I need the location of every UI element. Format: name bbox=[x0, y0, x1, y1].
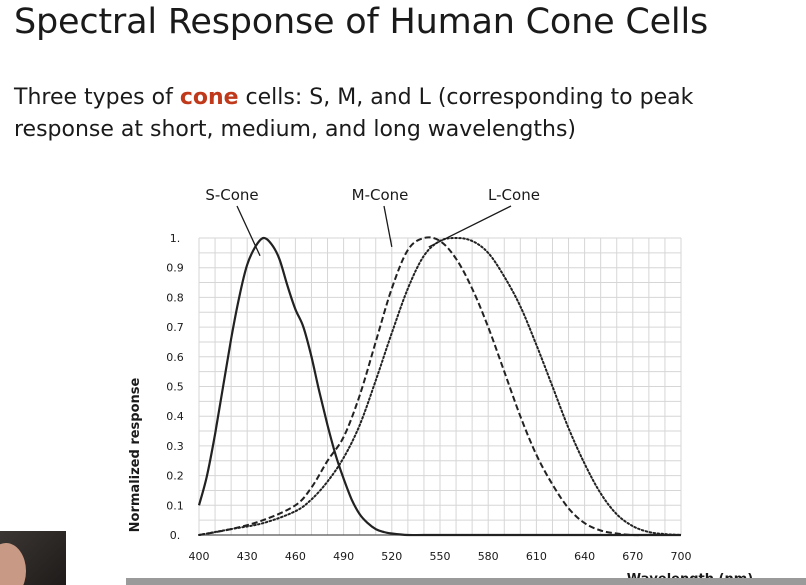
gridlines bbox=[198, 237, 682, 536]
video-progress-bar bbox=[126, 578, 806, 585]
curve-label-l-cone: L-Cone bbox=[488, 186, 540, 204]
s-cone-curve bbox=[197, 236, 681, 537]
slide-title: Spectral Response of Human Cone Cells bbox=[14, 2, 709, 42]
y-tick-label: 0.9 bbox=[166, 262, 184, 275]
l-cone-curve bbox=[198, 236, 682, 536]
y-tick-label: 0.6 bbox=[166, 351, 184, 364]
x-tick-label: 670 bbox=[622, 550, 643, 563]
y-tick-label: 0.5 bbox=[166, 381, 184, 394]
y-tick-label: 0.2 bbox=[166, 470, 184, 483]
y-tick-label: 0.4 bbox=[166, 410, 184, 423]
curve-label-leader-line bbox=[236, 205, 261, 257]
presenter-webcam-thumbnail bbox=[0, 531, 66, 585]
y-axis-ticks: 0. 0.1 0.2 0.3 0.4 0.5 0.6 0.7 0.8 0.9 1. bbox=[166, 232, 184, 542]
y-tick-label: 1. bbox=[170, 232, 181, 245]
x-tick-label: 580 bbox=[478, 550, 499, 563]
curve-label-s-cone: S-Cone bbox=[205, 186, 258, 204]
response-curves bbox=[197, 236, 682, 537]
y-tick-label: 0. bbox=[170, 529, 181, 542]
y-tick-label: 0.7 bbox=[166, 321, 184, 334]
y-tick-label: 0.8 bbox=[166, 291, 184, 304]
curve-label-leader-line bbox=[428, 205, 512, 248]
x-tick-label: 490 bbox=[333, 550, 354, 563]
y-tick-label: 0.1 bbox=[166, 499, 184, 512]
x-tick-label: 430 bbox=[237, 550, 258, 563]
x-tick-label: 520 bbox=[381, 550, 402, 563]
x-tick-label: 610 bbox=[526, 550, 547, 563]
curve-labels: S-Cone M-Cone L-Cone bbox=[205, 186, 540, 257]
y-axis-label: Normalized response bbox=[128, 377, 143, 532]
x-tick-label: 400 bbox=[189, 550, 210, 563]
highlighted-word-cone: cone bbox=[179, 85, 239, 110]
x-tick-label: 640 bbox=[574, 550, 595, 563]
x-tick-label: 700 bbox=[671, 550, 692, 563]
body-text-suffix: cells: S, M, and L (corresponding to pea… bbox=[14, 85, 694, 142]
curve-label-m-cone: M-Cone bbox=[352, 186, 409, 204]
curve-label-leader-line bbox=[383, 205, 393, 248]
x-tick-label: 460 bbox=[285, 550, 306, 563]
presenter-face bbox=[0, 543, 26, 585]
m-cone-curve bbox=[198, 236, 681, 537]
slide-body-text: Three types of cone cells: S, M, and L (… bbox=[14, 82, 794, 146]
y-tick-label: 0.3 bbox=[166, 440, 184, 453]
x-axis-ticks: 400 430 460 490 520 550 580 610 640 670 700 bbox=[189, 550, 692, 563]
body-text-prefix: Three types of bbox=[14, 85, 180, 110]
x-tick-label: 550 bbox=[430, 550, 451, 563]
